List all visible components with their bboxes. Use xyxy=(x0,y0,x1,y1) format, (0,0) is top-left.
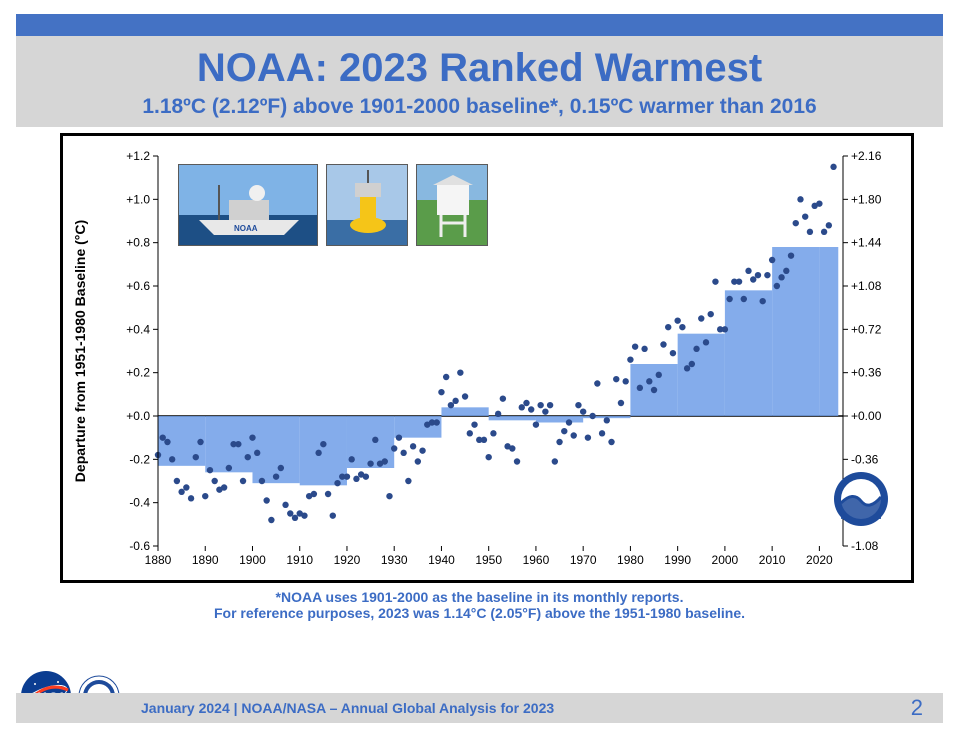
svg-text:Departure from 1951-1980 Basel: Departure from 1951-1980 Baseline (°C) xyxy=(72,220,88,482)
svg-text:1950: 1950 xyxy=(475,553,502,567)
header-block: NOAA: 2023 Ranked Warmest 1.18ºC (2.12ºF… xyxy=(16,36,943,127)
page-title: NOAA: 2023 Ranked Warmest xyxy=(36,46,923,91)
svg-text:+0.36: +0.36 xyxy=(851,366,882,380)
svg-text:-0.6: -0.6 xyxy=(129,539,150,553)
svg-text:+0.72: +0.72 xyxy=(851,322,882,336)
footnote-line-2: For reference purposes, 2023 was 1.14°C … xyxy=(0,605,959,621)
svg-text:-0.36: -0.36 xyxy=(851,452,879,466)
accent-top-bar xyxy=(16,14,943,36)
svg-text:1930: 1930 xyxy=(381,553,408,567)
svg-text:1990: 1990 xyxy=(664,553,691,567)
svg-text:+0.6: +0.6 xyxy=(126,279,150,293)
svg-text:1960: 1960 xyxy=(523,553,550,567)
svg-text:1980: 1980 xyxy=(617,553,644,567)
svg-text:1900: 1900 xyxy=(239,553,266,567)
svg-text:+1.80: +1.80 xyxy=(851,192,882,206)
svg-text:+1.0: +1.0 xyxy=(126,192,150,206)
inset-photo-row: NOAA xyxy=(178,164,488,246)
svg-text:-0.2: -0.2 xyxy=(129,452,150,466)
chart-wrapper: -0.6 -0.4 -0.2 +0.0 +0.2 +0.4 +0.6 +0.8 +1.0 +1.2… xyxy=(60,133,914,583)
footer-text: January 2024 | NOAA/NASA – Annual Global… xyxy=(141,700,554,716)
svg-text:1940: 1940 xyxy=(428,553,455,567)
noaa-seal-icon xyxy=(833,471,889,532)
buoy-photo xyxy=(326,164,408,246)
svg-text:+0.0: +0.0 xyxy=(126,409,150,423)
svg-text:1970: 1970 xyxy=(570,553,597,567)
svg-text:-1.08: -1.08 xyxy=(851,539,879,553)
svg-text:+2.16: +2.16 xyxy=(851,149,882,163)
chart-box: -0.6 -0.4 -0.2 +0.0 +0.2 +0.4 +0.6 +0.8 +1.0 +1.2… xyxy=(60,133,914,583)
svg-text:+1.2: +1.2 xyxy=(126,149,150,163)
svg-text:2000: 2000 xyxy=(712,553,739,567)
svg-text:+0.4: +0.4 xyxy=(126,322,150,336)
weather-shelter-photo xyxy=(416,164,488,246)
svg-text:+0.2: +0.2 xyxy=(126,366,150,380)
footnote-area: *NOAA uses 1901-2000 as the baseline in … xyxy=(0,589,959,621)
svg-text:1890: 1890 xyxy=(192,553,219,567)
svg-text:+1.44: +1.44 xyxy=(851,236,882,250)
svg-text:1880: 1880 xyxy=(145,553,172,567)
svg-text:+0.00: +0.00 xyxy=(851,409,882,423)
svg-text:1920: 1920 xyxy=(334,553,361,567)
page-subtitle: 1.18ºC (2.12ºF) above 1901-2000 baseline… xyxy=(36,95,923,119)
svg-text:2020: 2020 xyxy=(806,553,833,567)
footnote-line-1: *NOAA uses 1901-2000 as the baseline in … xyxy=(0,589,959,605)
ship-photo: NOAA xyxy=(178,164,318,246)
svg-text:NOAA: NOAA xyxy=(234,224,258,233)
svg-text:+0.8: +0.8 xyxy=(126,236,150,250)
svg-text:1910: 1910 xyxy=(286,553,313,567)
svg-text:2010: 2010 xyxy=(759,553,786,567)
page-number: 2 xyxy=(911,695,923,721)
svg-text:+1.08: +1.08 xyxy=(851,279,882,293)
svg-text:-0.4: -0.4 xyxy=(129,496,150,510)
